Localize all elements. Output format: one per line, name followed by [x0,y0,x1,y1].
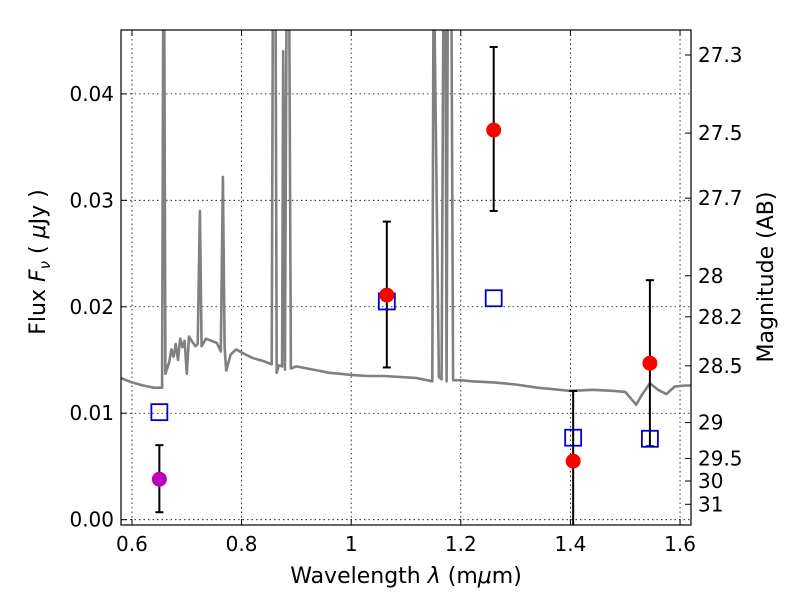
plot-frame [120,29,692,526]
x-tick-label: 1 [345,532,358,556]
y2-tick-label: 27.5 [698,121,743,145]
x-axis-ticks: 0.6 0.8 1 1.2 1.4 1.6 [116,30,696,556]
model-flux-square [484,289,503,308]
plot-area [121,30,691,525]
x-axis-label: Wavelength λ (mμm) [290,564,522,589]
model-spectrum-line [121,30,691,407]
model-photometry-markers [150,289,659,448]
x-tick-label: 0.8 [226,532,258,556]
y-axis-ticks: 0.00 0.01 0.02 0.03 0.04 [69,82,127,532]
x-tick-label: 1.4 [555,532,587,556]
observed-flux-point [379,287,395,303]
y2-tick-label: 27.7 [698,186,743,210]
y2-tick-label: 29 [698,411,723,435]
observed-flux-point [486,122,502,138]
y2-tick-label: 29.5 [698,446,743,470]
y2-tick-label: 28 [698,264,723,288]
x-tick-label: 0.6 [116,532,148,556]
y2-tick-label: 27.3 [698,43,743,67]
y-axis-label: Flux Fν ( μJy ) [26,189,54,334]
grid-lines [121,30,691,525]
model-flux-square [564,428,583,447]
observed-flux-point [565,453,581,469]
y2-tick-label: 31 [698,492,723,516]
y-tick-label: 0.02 [69,295,114,319]
model-flux-square [640,429,659,448]
model-flux-square [150,403,169,422]
y2-tick-label: 28.5 [698,354,743,378]
y-tick-label: 0.04 [69,82,114,106]
observed-flux-point [151,471,167,487]
observed-flux-point [642,355,658,371]
y2-axis-label: Magnitude (AB) [754,192,779,363]
y-tick-label: 0.01 [69,401,114,425]
observed-photometry-markers [151,122,658,487]
y-tick-label: 0.03 [69,188,114,212]
y-tick-label: 0.00 [69,508,114,532]
x-tick-label: 1.2 [445,532,477,556]
y2-tick-label: 28.2 [698,305,743,329]
y2-tick-label: 30 [698,469,723,493]
x-tick-label: 1.6 [664,532,696,556]
